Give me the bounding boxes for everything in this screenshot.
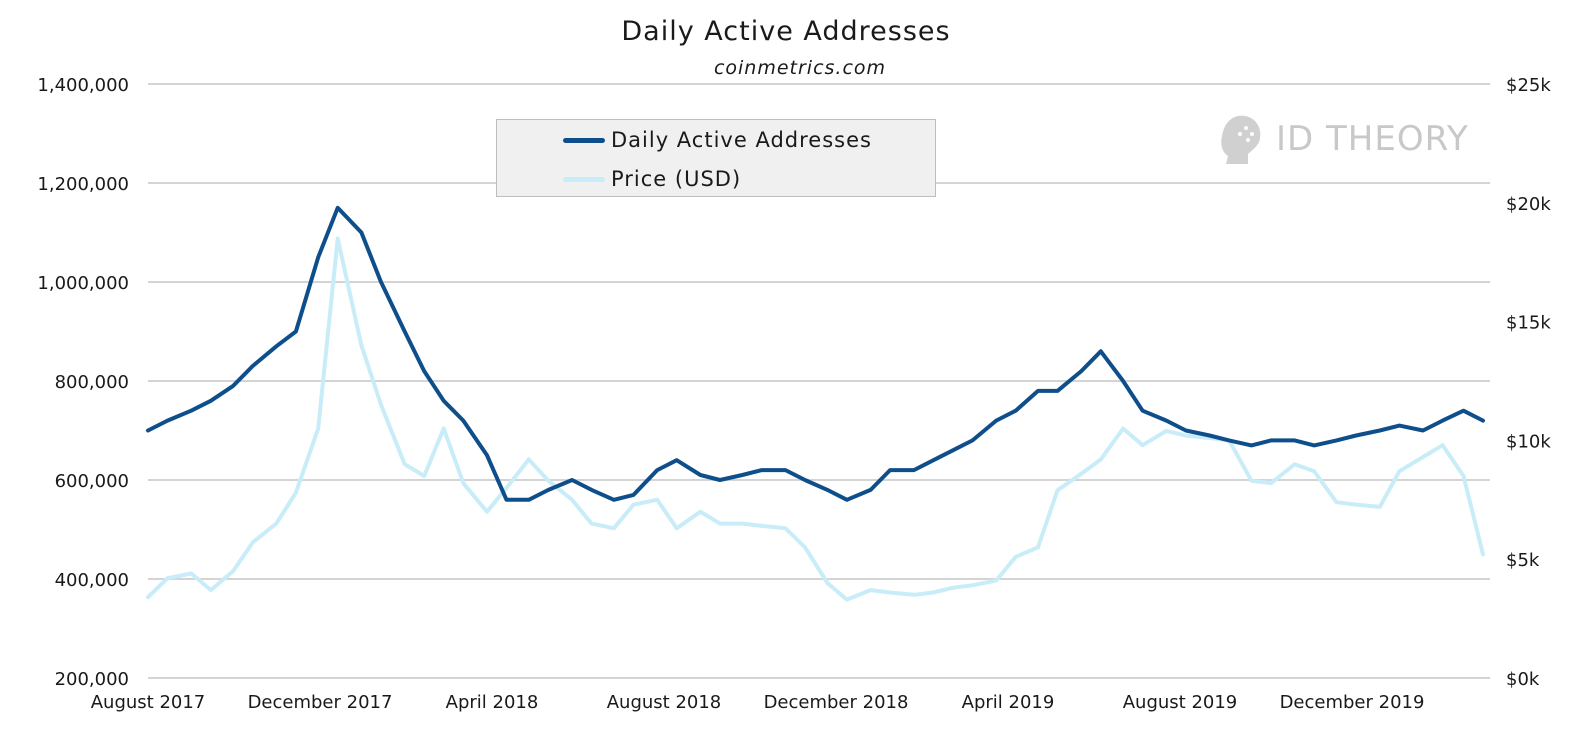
watermark-logo: ID THEORY: [1218, 112, 1469, 166]
legend: Daily Active Addresses Price (USD): [496, 119, 936, 197]
y-axis-left: 200,000 400,000 600,000 800,000 1,000,000 1,2…: [37, 75, 129, 690]
y-right-tick-label: $10k: [1506, 431, 1551, 452]
chart-title: Daily Active Addresses: [621, 16, 951, 47]
y-left-tick-label: 1,200,000: [37, 174, 129, 195]
x-tick-label: April 2018: [446, 692, 539, 713]
y-right-tick-label: $15k: [1506, 313, 1551, 334]
head-logo-icon: [1221, 115, 1261, 164]
legend-item-price: Price (USD): [563, 164, 741, 194]
legend-swatch-price: [563, 176, 605, 182]
x-tick-label: August 2019: [1123, 692, 1238, 713]
series-lines: [146, 205, 1485, 602]
x-tick-label: April 2019: [962, 692, 1055, 713]
series-line-daily-active-addresses: [146, 205, 1485, 502]
x-tick-label: December 2017: [248, 692, 393, 713]
chart-subtitle: coinmetrics.com: [713, 57, 887, 79]
x-tick-label: August 2017: [91, 692, 206, 713]
y-right-tick-label: $0k: [1506, 669, 1540, 690]
y-right-tick-label: $20k: [1506, 194, 1551, 215]
legend-item-daa: Daily Active Addresses: [563, 125, 872, 155]
y-right-tick-label: $25k: [1506, 75, 1551, 96]
x-tick-label: August 2018: [607, 692, 722, 713]
y-left-tick-label: 200,000: [55, 669, 129, 690]
y-left-tick-label: 1,400,000: [37, 75, 129, 96]
x-tick-label: December 2018: [764, 692, 909, 713]
x-tick-label: December 2019: [1280, 692, 1425, 713]
legend-swatch-daa: [563, 137, 605, 143]
y-axis-right: $0k $5k $10k $15k $20k $25k: [1506, 75, 1551, 690]
y-left-tick-label: 800,000: [55, 372, 129, 393]
y-right-tick-label: $5k: [1506, 550, 1540, 571]
x-axis: August 2017 December 2017 April 2018 August…: [91, 692, 1425, 713]
y-left-tick-label: 400,000: [55, 570, 129, 591]
legend-label-price: Price (USD): [611, 167, 742, 191]
legend-label-daa: Daily Active Addresses: [611, 128, 872, 152]
y-left-tick-label: 600,000: [55, 471, 129, 492]
y-left-tick-label: 1,000,000: [37, 273, 129, 294]
series-line-price-usd: [146, 236, 1485, 602]
